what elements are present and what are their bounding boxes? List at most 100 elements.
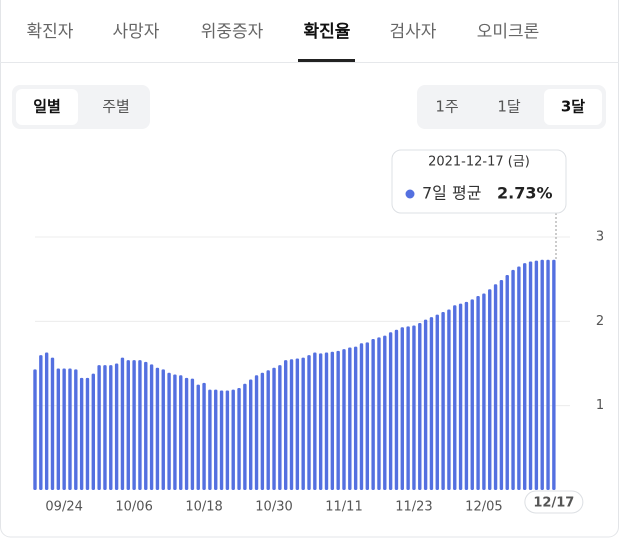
bar	[318, 353, 323, 490]
bar	[109, 365, 113, 490]
bar	[534, 260, 539, 490]
bar	[155, 367, 160, 490]
bar	[301, 357, 305, 490]
bar	[412, 325, 416, 490]
tab[interactable]: 오미크론	[477, 22, 540, 42]
bar	[365, 342, 370, 490]
bar	[225, 390, 230, 490]
bar	[464, 301, 469, 490]
toggle-button[interactable]: 일별	[33, 98, 61, 116]
bar	[74, 369, 78, 490]
bar	[91, 373, 95, 490]
bar	[97, 365, 101, 490]
bar	[103, 365, 107, 490]
bar	[488, 289, 492, 490]
tab[interactable]: 검사자	[390, 22, 437, 42]
bar	[208, 389, 212, 490]
bar	[523, 263, 527, 490]
bar	[138, 360, 142, 490]
bar	[283, 360, 288, 490]
toggle-button[interactable]: 1주	[435, 98, 458, 116]
bar	[214, 389, 218, 490]
bar	[254, 375, 259, 490]
bar	[429, 317, 434, 490]
y-tick-label: 3	[596, 230, 604, 245]
bar	[453, 305, 457, 490]
x-tick-label: 12/17	[533, 496, 574, 511]
bar	[342, 349, 346, 490]
bar	[470, 299, 474, 490]
bar	[196, 384, 200, 490]
bar	[511, 269, 515, 490]
tooltip-series: 7일 평균	[422, 184, 481, 203]
bar	[348, 347, 352, 490]
bar	[336, 350, 340, 490]
bar	[85, 377, 90, 490]
bar	[56, 368, 61, 490]
bar	[126, 360, 130, 490]
toggle-button[interactable]: 주별	[102, 98, 130, 116]
plot: 1 2 3 09/24 10/06 10/18 10/30 11/11 11/23 12/05 12…	[33, 230, 604, 515]
bar	[62, 368, 66, 490]
bar	[383, 335, 387, 490]
toggle-active-bg	[544, 89, 602, 125]
bar	[517, 266, 521, 490]
bar	[179, 375, 183, 490]
bar	[482, 293, 486, 490]
toggle-button[interactable]: 3달	[561, 98, 585, 116]
y-tick-label: 2	[596, 314, 604, 329]
bar	[132, 360, 136, 490]
bar	[237, 387, 241, 490]
bar	[377, 337, 381, 490]
bar	[441, 312, 445, 490]
bar	[161, 369, 165, 490]
bar	[476, 296, 480, 490]
bar	[39, 355, 43, 490]
tab[interactable]: 위중증자	[201, 22, 264, 42]
toggle-button[interactable]: 1달	[497, 98, 521, 116]
bar	[353, 346, 358, 490]
tab[interactable]: 사망자	[113, 22, 160, 42]
bar	[260, 372, 265, 490]
bar	[249, 379, 253, 490]
tab-underline	[298, 59, 355, 62]
bar	[324, 352, 329, 490]
x-tick-label: 11/11	[325, 500, 362, 515]
toggle-active-bg	[16, 89, 78, 125]
bar	[371, 339, 375, 490]
bar	[499, 280, 504, 490]
bar	[458, 303, 463, 490]
bar	[278, 365, 282, 490]
bar	[388, 332, 393, 490]
x-tick-label: 12/05	[465, 500, 502, 515]
y-tick-label: 1	[596, 398, 604, 413]
tab-active[interactable]: 확진율	[304, 22, 351, 42]
bar	[505, 274, 509, 490]
bar	[418, 323, 422, 490]
bar	[295, 358, 300, 490]
tooltip-date: 2021-12-17 (금)	[428, 155, 530, 170]
bar	[33, 369, 37, 490]
x-tick-label: 10/06	[115, 500, 152, 515]
bar	[202, 382, 206, 490]
bar	[120, 357, 125, 490]
bar	[190, 378, 195, 490]
bar	[406, 326, 410, 490]
bar	[546, 259, 550, 490]
tab[interactable]: 확진자	[27, 22, 74, 42]
x-tick-label: 09/24	[45, 500, 82, 515]
bar	[173, 374, 177, 490]
x-tick-label: 10/30	[255, 500, 292, 515]
bar	[423, 319, 428, 490]
bar	[79, 377, 84, 490]
bar	[394, 329, 399, 490]
bar	[359, 343, 364, 490]
bar	[447, 309, 451, 490]
bar	[243, 383, 247, 490]
bar	[307, 355, 311, 490]
x-tick-label: 10/18	[185, 500, 222, 515]
bar	[540, 259, 544, 490]
bar	[149, 364, 154, 490]
bar	[400, 327, 404, 490]
